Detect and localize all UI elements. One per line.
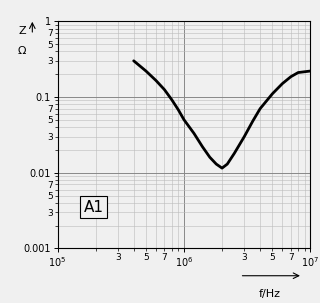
Text: A1: A1 (84, 200, 103, 215)
Text: Ω: Ω (18, 46, 27, 56)
Text: f/Hz: f/Hz (259, 289, 281, 299)
Text: Z: Z (18, 26, 26, 36)
